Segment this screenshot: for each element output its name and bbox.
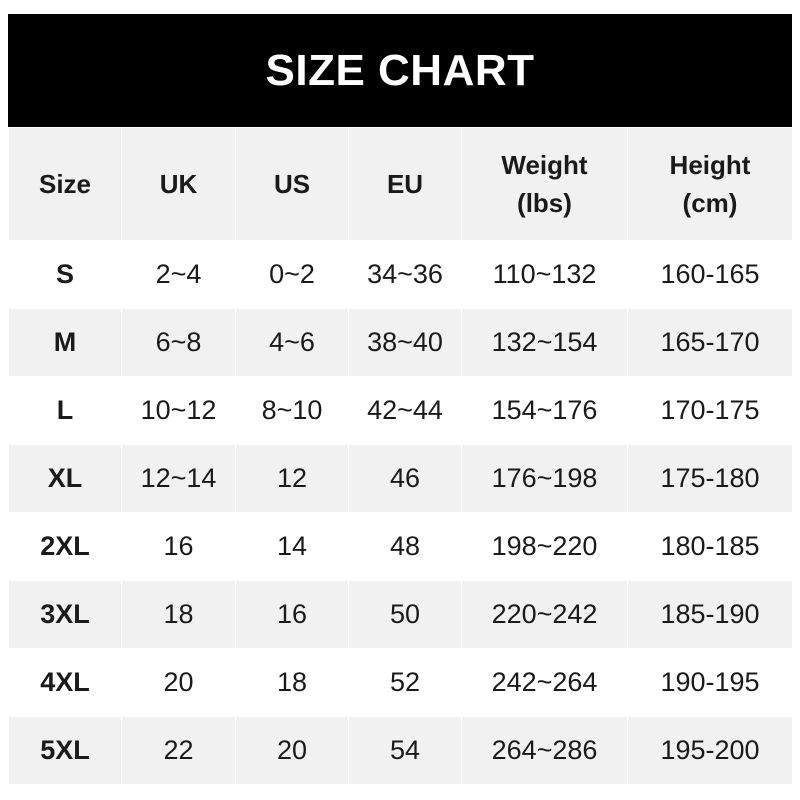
size-chart: SIZE CHART Size UK US EU Weight (lbs) Height … bbox=[8, 14, 793, 785]
cell-uk: 18 bbox=[121, 580, 236, 649]
column-header-weight: Weight (lbs) bbox=[461, 127, 628, 241]
cell-size: 5XL bbox=[8, 716, 122, 785]
cell-height: 180-185 bbox=[627, 512, 793, 581]
cell-height: 175-180 bbox=[627, 444, 793, 513]
cell-uk: 22 bbox=[121, 716, 236, 785]
cell-height: 185-190 bbox=[627, 580, 793, 649]
cell-eu: 50 bbox=[348, 580, 462, 649]
cell-uk: 2~4 bbox=[121, 240, 236, 309]
cell-height: 170-175 bbox=[627, 376, 793, 445]
cell-us: 16 bbox=[235, 580, 349, 649]
table-row: 5XL 22 20 54 264~286 195-200 bbox=[8, 716, 793, 785]
table-row: S 2~4 0~2 34~36 110~132 160-165 bbox=[8, 240, 793, 309]
cell-uk: 16 bbox=[121, 512, 236, 581]
cell-height: 165-170 bbox=[627, 308, 793, 377]
table-row: L 10~12 8~10 42~44 154~176 170-175 bbox=[8, 376, 793, 445]
cell-uk: 12~14 bbox=[121, 444, 236, 513]
cell-size: 4XL bbox=[8, 648, 122, 717]
cell-eu: 38~40 bbox=[348, 308, 462, 377]
cell-size: M bbox=[8, 308, 122, 377]
cell-us: 4~6 bbox=[235, 308, 349, 377]
cell-weight: 110~132 bbox=[461, 240, 628, 309]
cell-uk: 6~8 bbox=[121, 308, 236, 377]
cell-eu: 54 bbox=[348, 716, 462, 785]
table-row: 3XL 18 16 50 220~242 185-190 bbox=[8, 580, 793, 649]
cell-size: L bbox=[8, 376, 122, 445]
cell-weight: 264~286 bbox=[461, 716, 628, 785]
cell-height: 190-195 bbox=[627, 648, 793, 717]
cell-size: 3XL bbox=[8, 580, 122, 649]
table-row: XL 12~14 12 46 176~198 175-180 bbox=[8, 444, 793, 513]
header-row: Size UK US EU Weight (lbs) Height (cm) bbox=[8, 127, 793, 241]
cell-height: 195-200 bbox=[627, 716, 793, 785]
cell-eu: 52 bbox=[348, 648, 462, 717]
cell-eu: 48 bbox=[348, 512, 462, 581]
cell-size: 2XL bbox=[8, 512, 122, 581]
cell-us: 12 bbox=[235, 444, 349, 513]
column-header-height: Height (cm) bbox=[627, 127, 793, 241]
cell-size: XL bbox=[8, 444, 122, 513]
cell-us: 14 bbox=[235, 512, 349, 581]
cell-us: 18 bbox=[235, 648, 349, 717]
cell-us: 0~2 bbox=[235, 240, 349, 309]
cell-us: 8~10 bbox=[235, 376, 349, 445]
table-row: 2XL 16 14 48 198~220 180-185 bbox=[8, 512, 793, 581]
cell-weight: 132~154 bbox=[461, 308, 628, 377]
size-table: Size UK US EU Weight (lbs) Height (cm) S 2~4 0~… bbox=[8, 127, 793, 785]
table-row: M 6~8 4~6 38~40 132~154 165-170 bbox=[8, 308, 793, 377]
cell-weight: 176~198 bbox=[461, 444, 628, 513]
column-header-eu: EU bbox=[348, 127, 462, 241]
cell-weight: 220~242 bbox=[461, 580, 628, 649]
cell-weight: 198~220 bbox=[461, 512, 628, 581]
cell-us: 20 bbox=[235, 716, 349, 785]
table-row: 4XL 20 18 52 242~264 190-195 bbox=[8, 648, 793, 717]
chart-title: SIZE CHART bbox=[8, 14, 792, 127]
column-header-uk: UK bbox=[121, 127, 236, 241]
cell-uk: 20 bbox=[121, 648, 236, 717]
cell-weight: 242~264 bbox=[461, 648, 628, 717]
cell-uk: 10~12 bbox=[121, 376, 236, 445]
column-header-size: Size bbox=[8, 127, 122, 241]
cell-eu: 42~44 bbox=[348, 376, 462, 445]
cell-eu: 34~36 bbox=[348, 240, 462, 309]
cell-weight: 154~176 bbox=[461, 376, 628, 445]
column-header-us: US bbox=[235, 127, 349, 241]
cell-height: 160-165 bbox=[627, 240, 793, 309]
cell-size: S bbox=[8, 240, 122, 309]
cell-eu: 46 bbox=[348, 444, 462, 513]
